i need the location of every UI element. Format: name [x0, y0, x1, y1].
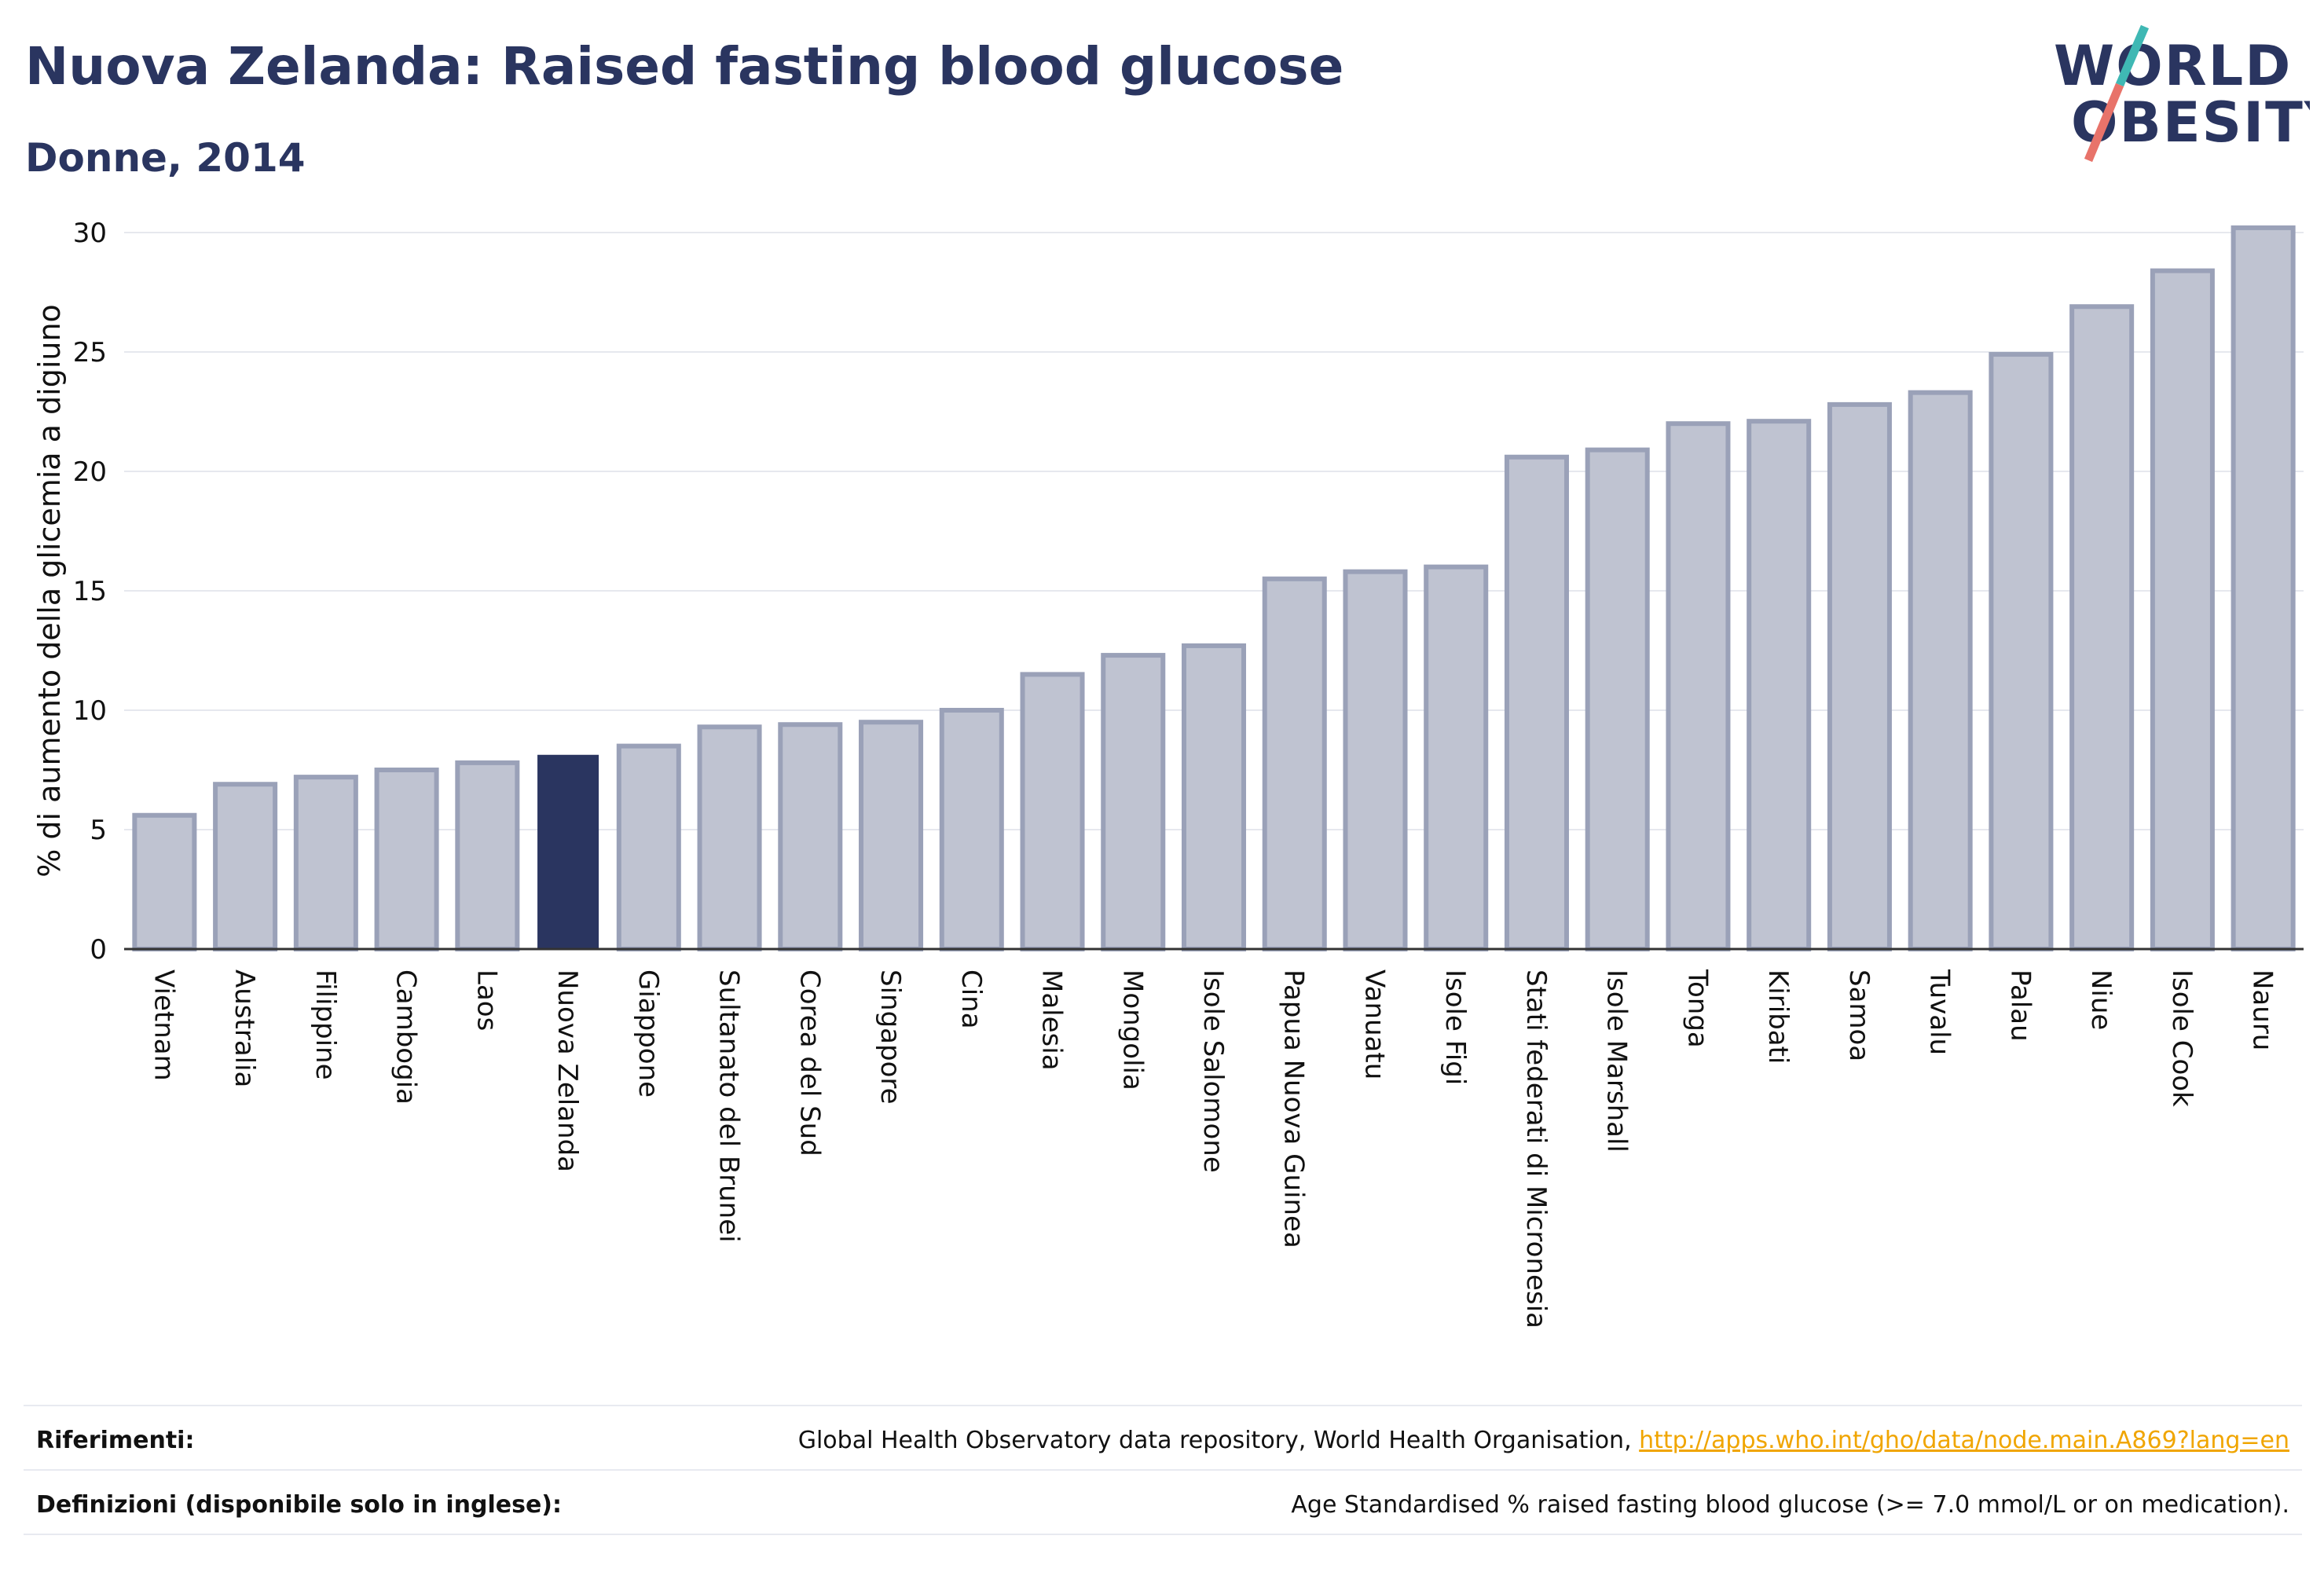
x-tick-label: Sultanato del Brunei [713, 969, 745, 1243]
bar [1747, 419, 1812, 951]
bar [537, 754, 599, 951]
x-tick-label: Malesia [1036, 969, 1068, 1071]
x-tick-label: Stati federati di Micronesia [1520, 969, 1552, 1329]
bar [778, 722, 843, 951]
x-tick-label: Mongolia [1116, 969, 1148, 1090]
bar-chart: 0 5 10 15 20 25 30 % di aumento della glicemia … [32, 218, 2304, 1329]
bar [1504, 454, 1569, 951]
y-tick-label: 30 [73, 218, 107, 249]
definitions-value: Age Standardised % raised fasting blood … [1291, 1491, 2289, 1519]
bar [1424, 564, 1489, 951]
bar [616, 743, 681, 951]
bar [132, 812, 197, 952]
x-tick-label: Corea del Sud [794, 969, 825, 1156]
chart-subtitle: Donne, 2014 [25, 135, 306, 181]
y-tick-label: 5 [90, 815, 107, 846]
bar [1666, 421, 1731, 951]
x-tick-label: Laos [471, 969, 502, 1031]
x-tick-label: Isole Figi [1439, 969, 1471, 1085]
y-tick-label: 15 [73, 576, 107, 607]
x-tick-label: Tuvalu [1924, 969, 1956, 1055]
references-label: Riferimenti: [36, 1427, 195, 1454]
chart-title: Nuova Zelanda: Raised fasting blood gluc… [25, 36, 1344, 97]
bar [374, 768, 439, 951]
footer-divider-bottom [24, 1534, 2302, 1535]
logo-slash-coral [2084, 82, 2124, 163]
y-axis-label: % di aumento della glicemia a digiuno [32, 304, 67, 878]
bar [293, 775, 358, 951]
x-tick-label: Cambogia [390, 969, 422, 1105]
x-tick-label: Isole Marshall [1601, 969, 1633, 1153]
bar [1020, 672, 1085, 952]
bar [1827, 401, 1892, 951]
bar [1101, 653, 1166, 952]
x-tick-label: Samoa [1843, 969, 1875, 1061]
x-tick-label: Isole Salomone [1197, 969, 1229, 1173]
definitions-label: Definizioni (disponibile solo in inglese… [36, 1491, 562, 1519]
x-tick-label: Australia [229, 969, 260, 1087]
bar [455, 760, 520, 951]
bar [2231, 225, 2296, 952]
x-tick-label: Papua Nuova Guinea [1278, 969, 1310, 1248]
bar [939, 708, 1004, 951]
footer-divider-top [24, 1405, 2302, 1406]
y-tick-label: 10 [73, 695, 107, 727]
footer-divider-middle [24, 1469, 2302, 1471]
y-tick-label: 25 [73, 337, 107, 368]
bar [1343, 569, 1408, 951]
references-value: Global Health Observatory data repositor… [798, 1427, 2289, 1454]
x-tick-label: Filippine [310, 969, 341, 1080]
bar [2069, 304, 2135, 951]
x-tick-label: Nuova Zelanda [552, 969, 583, 1172]
bar [213, 782, 278, 951]
bar [1262, 576, 1327, 951]
bar [2150, 268, 2215, 951]
x-tick-label: Tonga [1681, 969, 1713, 1048]
x-tick-label: Vanuatu [1358, 969, 1390, 1079]
y-tick-label: 20 [73, 456, 107, 488]
x-tick-label: Nauru [2247, 969, 2278, 1050]
x-tick-label: Singapore [874, 969, 906, 1105]
x-tick-label: Niue [2085, 969, 2117, 1030]
bar [697, 724, 762, 952]
world-obesity-logo: WORLD OBESITY [2054, 24, 2310, 163]
bar [1989, 352, 2054, 952]
logo-slash-teal [2115, 24, 2150, 87]
x-tick-label: Giappone [632, 969, 664, 1098]
references-link[interactable]: http://apps.who.int/gho/data/node.main.A… [1639, 1427, 2289, 1454]
references-text: Global Health Observatory data repositor… [797, 1427, 1640, 1454]
x-tick-label: Vietnam [148, 969, 179, 1081]
x-tick-label: Palau [2004, 969, 2036, 1042]
x-tick-label: Kiribati [1762, 969, 1794, 1064]
bar [1181, 643, 1247, 951]
bar [859, 720, 924, 951]
y-tick-label: 0 [90, 934, 107, 966]
logo-line1: WORLD [2054, 34, 2292, 98]
bar [1908, 390, 1973, 951]
x-tick-label: Isole Cook [2166, 969, 2198, 1107]
bar [1585, 447, 1650, 951]
x-tick-label: Cina [955, 969, 987, 1029]
